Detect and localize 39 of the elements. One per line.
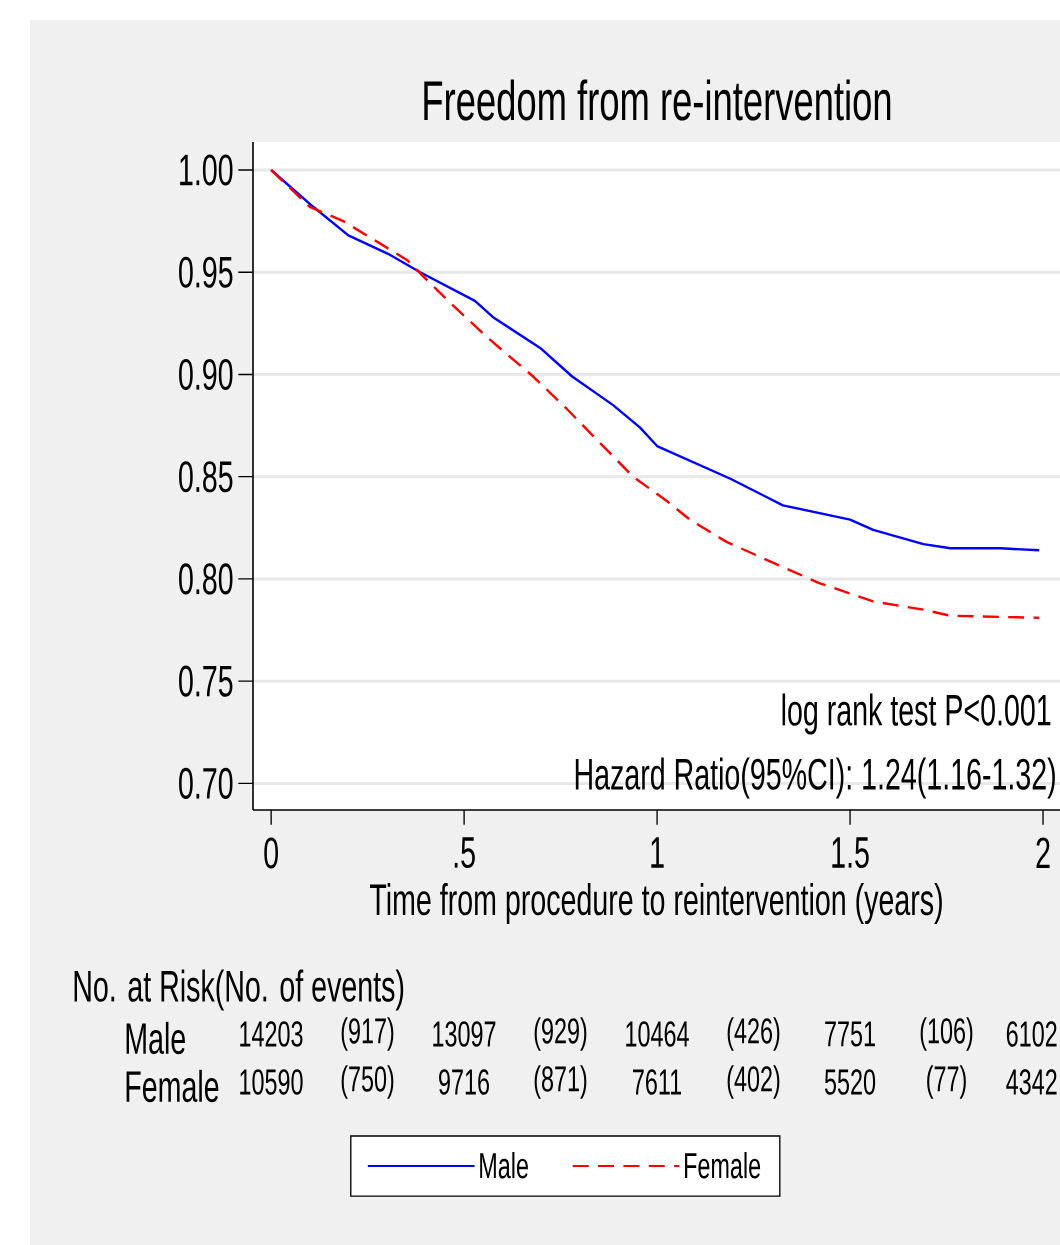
text: 14203	[240, 1021, 303, 1047]
x-tick-label: 1	[651, 837, 664, 868]
text: (750)	[341, 1065, 394, 1099]
text: 6102	[1006, 1021, 1057, 1047]
text: No. at Risk(No. of events)	[74, 969, 404, 1011]
text: 13097	[433, 1021, 496, 1047]
legend-label: Male	[480, 1152, 528, 1179]
text: (929)	[534, 1017, 587, 1051]
text: (917)	[341, 1017, 394, 1051]
text: 7611	[633, 1069, 682, 1095]
text: (402)	[727, 1065, 780, 1099]
x-tick-label: 2	[1036, 837, 1050, 869]
annotation: Hazard Ratio(95%CI): 1.24(1.16-1.32)	[575, 757, 1055, 799]
text: (77)	[927, 1065, 966, 1099]
text: 10464	[626, 1021, 689, 1047]
text: 5520	[824, 1069, 876, 1095]
y-tick-label: 0.80	[179, 563, 233, 595]
legend-label: Female	[685, 1152, 761, 1179]
x-tick-label: 0	[264, 837, 278, 869]
text: (426)	[727, 1017, 780, 1051]
y-tick-label: 0.90	[179, 358, 233, 391]
x-axis-title: Time from procedure to reintervention (years)	[369, 883, 942, 925]
text: 10590	[240, 1069, 303, 1095]
y-tick-label: 1.00	[180, 154, 233, 186]
y-tick-label: 0.75	[179, 665, 233, 697]
text: 4342	[1006, 1069, 1057, 1095]
text: Male	[126, 1021, 185, 1055]
y-tick-label: 0.85	[179, 461, 233, 493]
x-tick-label: 1.5	[832, 837, 869, 869]
y-tick-label: 0.70	[179, 767, 233, 799]
y-tick-label: 0.95	[179, 256, 233, 288]
annotation: log rank test P<0.001	[782, 693, 1051, 735]
text: Female	[126, 1069, 219, 1103]
chart-title: Freedom from re-intervention	[424, 79, 891, 121]
text: 9716	[439, 1069, 489, 1095]
text: 7751	[825, 1021, 875, 1047]
text: (106)	[920, 1017, 973, 1051]
x-tick-label: .5	[454, 837, 475, 869]
text: (871)	[534, 1065, 587, 1099]
